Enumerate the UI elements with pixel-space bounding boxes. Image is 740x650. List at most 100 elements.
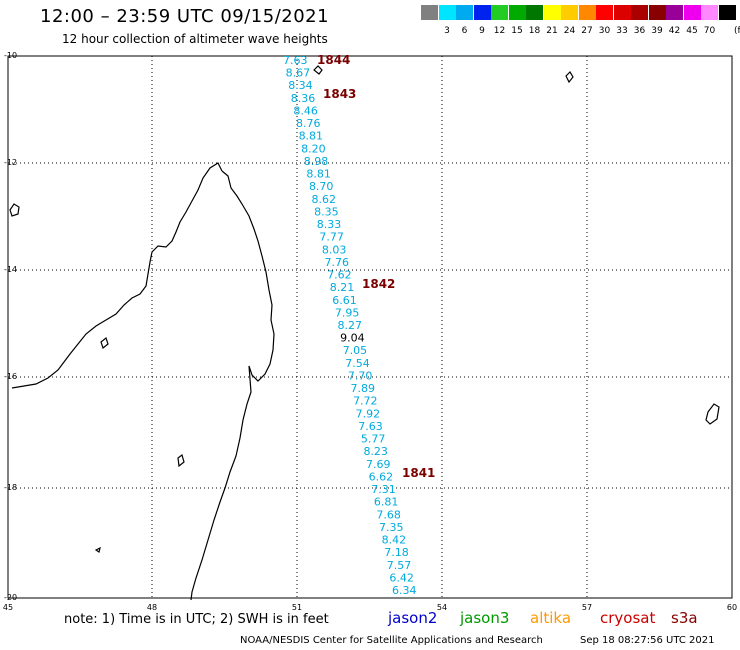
swh-value: 7.31 — [371, 483, 396, 496]
swh-value: 7.77 — [319, 231, 344, 244]
credit-text: NOAA/NESDIS Center for Satellite Applica… — [240, 635, 543, 646]
orbit-number: 1842 — [362, 277, 395, 291]
latitude-label: -20 — [4, 593, 17, 602]
madagascar-northwest-coast — [11, 162, 223, 389]
swh-value: 8.46 — [293, 104, 318, 117]
juan-de-nova-island — [177, 453, 185, 468]
comoros-island — [9, 203, 20, 217]
scale-swatch — [631, 5, 648, 20]
swh-value: 7.68 — [376, 508, 401, 521]
scale-unit: (ft) — [734, 26, 740, 36]
longitude-label: 54 — [437, 603, 447, 612]
swh-value: 7.35 — [379, 521, 404, 534]
latitude-label: -12 — [4, 158, 17, 167]
orbit-labels: 1844 1843 1842 1841 — [317, 53, 435, 480]
scale-swatch — [456, 5, 473, 20]
swh-value: 8.20 — [301, 142, 326, 155]
satellite-label: jason3 — [460, 609, 510, 627]
page-subtitle: 12 hour collection of altimeter wave hei… — [62, 32, 328, 46]
scale-label: 15 — [511, 26, 523, 36]
longitude-label: 48 — [147, 603, 157, 612]
europa-island — [94, 546, 101, 553]
swh-value: 8.70 — [309, 180, 334, 193]
scale-swatch — [596, 5, 613, 20]
scale-swatch — [491, 5, 508, 20]
swh-value: 7.72 — [353, 395, 378, 408]
scale-label: 24 — [563, 26, 576, 36]
swh-value: 8.62 — [312, 193, 337, 206]
scale-label: 18 — [528, 26, 541, 36]
swh-value: 8.81 — [299, 130, 324, 143]
swh-value: 7.95 — [335, 306, 360, 319]
scale-swatch — [718, 5, 736, 20]
islet-track — [313, 65, 323, 75]
longitude-label: 60 — [727, 603, 737, 612]
orbit-number: 1843 — [323, 87, 356, 101]
swh-value: 6.81 — [374, 496, 399, 509]
swh-value: 8.42 — [382, 534, 407, 547]
coastline — [9, 65, 720, 601]
scale-label: 30 — [598, 26, 611, 36]
swh-value: 7.76 — [325, 256, 350, 269]
page-title: 12:00 – 23:59 UTC 09/15/2021 — [40, 6, 330, 27]
footer-note: note: 1) Time is in UTC; 2) SWH is in fe… — [64, 612, 329, 627]
scale-swatch — [648, 5, 666, 20]
latitude-label: -10 — [4, 51, 17, 60]
swh-value: 8.67 — [286, 67, 311, 80]
latitude-labels: -10 -12 -14 -16 -18 -20 — [4, 51, 17, 602]
swh-value: 6.62 — [369, 470, 394, 483]
scale-label: 36 — [633, 26, 646, 36]
scale-swatch — [613, 5, 631, 20]
map-grid — [8, 56, 732, 598]
scale-label: 45 — [686, 26, 698, 36]
swh-value: 8.33 — [317, 218, 342, 231]
scale-label: 9 — [479, 26, 485, 36]
swh-value: 7.62 — [327, 269, 352, 282]
scale-label: 6 — [461, 26, 468, 36]
swh-value: 8.76 — [296, 117, 321, 130]
latitude-label: -14 — [4, 265, 17, 274]
scale-swatch — [666, 5, 683, 20]
scale-swatch — [701, 5, 718, 20]
swh-value: 8.81 — [306, 168, 331, 181]
swh-value: 6.42 — [389, 571, 414, 584]
swh-value: 9.04 — [340, 332, 365, 345]
scale-swatch — [543, 5, 561, 20]
swh-value: 8.98 — [304, 155, 329, 168]
swh-value: 7.69 — [366, 458, 391, 471]
swh-value: 8.23 — [363, 445, 388, 458]
scale-swatch — [508, 5, 526, 20]
swh-value: 7.63 — [358, 420, 383, 433]
satellite-label: s3a — [671, 609, 698, 627]
mayotte-island — [100, 336, 109, 350]
scale-swatch — [421, 5, 438, 20]
scale-swatch — [683, 5, 701, 20]
swh-value: 7.92 — [356, 407, 381, 420]
map-frame — [7, 55, 733, 599]
swh-value: 5.77 — [361, 433, 386, 446]
swh-value: 8.21 — [330, 281, 355, 294]
satellite-label: cryosat — [600, 609, 656, 627]
satellite-label: altika — [530, 609, 572, 627]
swh-value: 7.57 — [387, 559, 412, 572]
longitude-label: 51 — [292, 603, 302, 612]
satellite-label: jason2 — [388, 609, 438, 627]
swh-value: 8.35 — [314, 205, 339, 218]
scale-label: 12 — [493, 26, 506, 36]
scale-swatch — [526, 5, 543, 20]
latitude-label: -18 — [4, 483, 17, 492]
scale-label: 39 — [651, 26, 663, 36]
swh-value: 6.61 — [332, 294, 357, 307]
swh-value: 8.03 — [322, 243, 347, 256]
swh-value: 8.27 — [338, 319, 363, 332]
mauritius-island — [705, 403, 720, 425]
scale-swatch — [578, 5, 596, 20]
swh-value: 8.36 — [291, 92, 316, 105]
scale-label: 27 — [581, 26, 593, 36]
swh-value: 7.05 — [343, 344, 368, 357]
longitude-label: 57 — [582, 603, 592, 612]
swh-value: 7.18 — [384, 546, 409, 559]
scale-label: 70 — [703, 26, 716, 36]
swh-value: 7.89 — [350, 382, 375, 395]
